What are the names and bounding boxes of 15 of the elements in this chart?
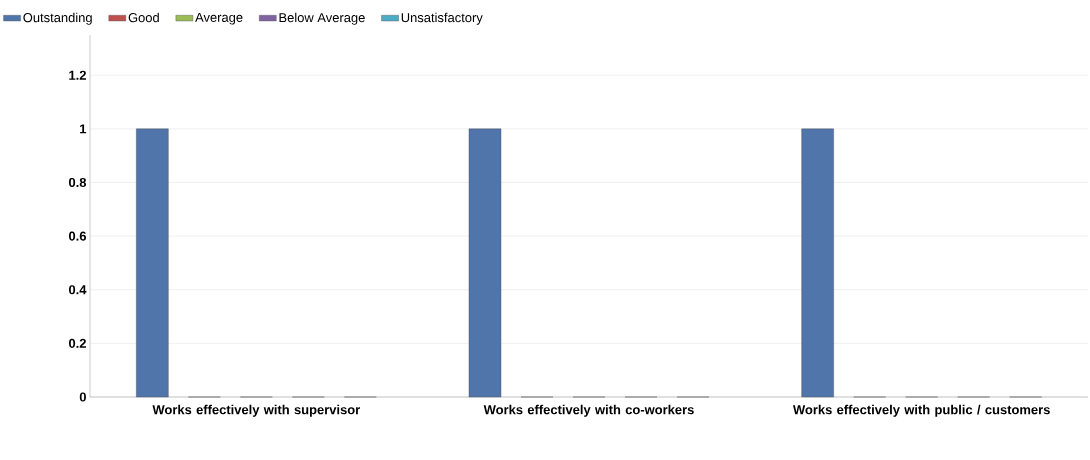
y-tick-label: 1 <box>80 124 87 134</box>
legend-label: Below Average <box>279 12 365 25</box>
x-tick-label: Works effectively with co-workers <box>483 404 694 417</box>
x-tick-label: Works effectively with public / customers <box>792 404 1050 417</box>
x-tick-label: Works effectively with supervisor <box>152 404 360 417</box>
y-tick-label: 0 <box>79 392 86 402</box>
legend-label: Unsatisfactory <box>401 12 483 25</box>
y-tick-label: 0.8 <box>68 177 87 188</box>
y-tick-label: 0.4 <box>68 285 87 295</box>
y-tick-label: 1.2 <box>69 70 86 80</box>
legend-label: Outstanding <box>23 12 92 25</box>
legend-label: Average <box>195 12 243 25</box>
y-tick-label: 0.6 <box>68 231 87 241</box>
legend-label: Good <box>128 12 159 23</box>
y-tick-label: 0.2 <box>68 338 86 348</box>
